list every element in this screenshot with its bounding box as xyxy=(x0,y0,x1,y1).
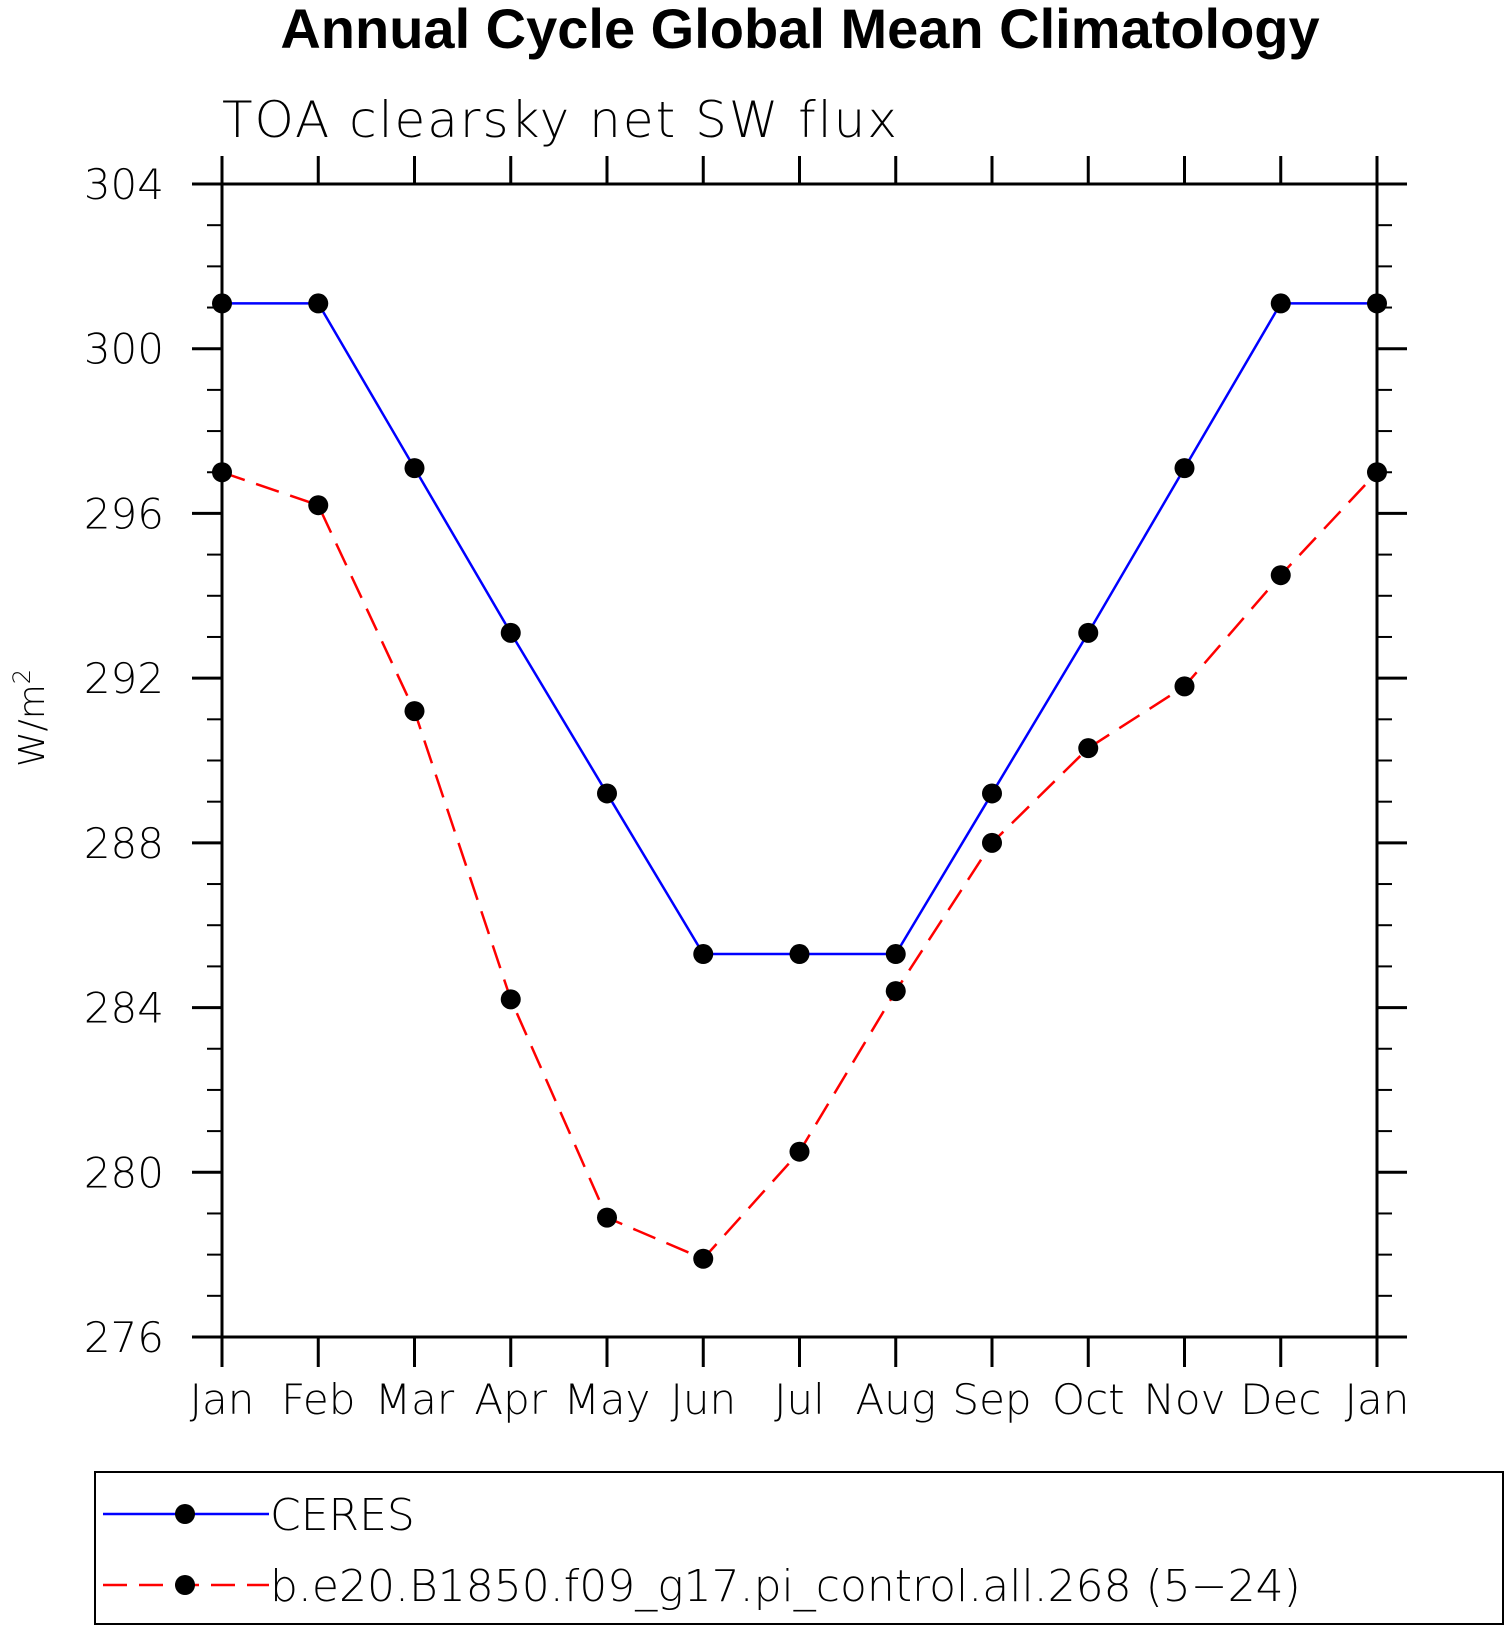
x-tick-label: Dec xyxy=(1240,1375,1321,1424)
series-0-point xyxy=(693,944,714,965)
x-tick-label: Sep xyxy=(952,1375,1031,1424)
y-axis-label: W/m2 xyxy=(8,669,53,767)
plot-frame xyxy=(220,182,1379,1339)
series-0-point xyxy=(500,622,521,643)
series-1-point xyxy=(500,989,521,1010)
x-tick-label: Jan xyxy=(1345,1375,1410,1424)
legend-box xyxy=(94,1471,1504,1625)
chart-title: Annual Cycle Global Mean Climatology xyxy=(280,0,1319,60)
series-0-point xyxy=(308,293,329,314)
chart-subtitle: TOA clearsky net SW flux xyxy=(222,91,899,149)
series-0-point xyxy=(597,783,617,804)
series-1-point xyxy=(1174,676,1195,697)
series-0-point xyxy=(1270,293,1291,314)
series-line-0 xyxy=(222,302,1377,956)
x-tick-label: Nov xyxy=(1144,1375,1226,1424)
legend: CERES b.e20.B1850.f09_g17.pi_control.all.… xyxy=(94,1471,1504,1625)
y-tick-label: 288 xyxy=(84,819,164,868)
x-tick-label: Oct xyxy=(1052,1375,1125,1424)
series-1-point xyxy=(789,1141,810,1162)
y-tick-label: 292 xyxy=(84,654,164,703)
series-0-point xyxy=(1367,293,1387,314)
series-1-point xyxy=(308,495,329,516)
series-0-point xyxy=(1174,458,1195,479)
legend-marker-0 xyxy=(175,1504,195,1524)
series-1-point xyxy=(404,701,425,722)
series-1-point xyxy=(982,832,1002,853)
y-tick-label: 300 xyxy=(84,325,164,374)
y-tick-label: 284 xyxy=(84,984,164,1033)
series-0-point xyxy=(789,944,810,965)
x-tick-label: May xyxy=(564,1375,651,1424)
series-1-point xyxy=(885,981,906,1002)
x-tick-label: Jun xyxy=(670,1375,736,1424)
legend-label-1: b.e20.B1850.f09_g17.pi_control.all.268 (… xyxy=(270,1561,1301,1612)
y-tick-label: 280 xyxy=(84,1148,164,1197)
series-layer xyxy=(212,293,1387,1269)
x-tick-label: Jul xyxy=(774,1375,825,1424)
axis-ticks xyxy=(192,156,1407,1367)
x-tick-label: Mar xyxy=(375,1375,455,1424)
x-tick-label: Jan xyxy=(190,1375,255,1424)
x-tick-label: Apr xyxy=(474,1375,547,1424)
tick-labels: Jan Feb Mar Apr May Jun Jul Aug Sep Oct Nov Dec Jan 2… xyxy=(84,160,1410,1424)
series-1-point xyxy=(1270,565,1291,586)
series-1-point xyxy=(597,1207,617,1228)
series-0-point xyxy=(982,783,1002,804)
y-tick-label: 296 xyxy=(84,489,164,538)
series-1-point xyxy=(1078,738,1099,759)
y-tick-label: 276 xyxy=(84,1313,164,1362)
y-tick-label: 304 xyxy=(84,160,164,209)
legend-label-0: CERES xyxy=(270,1490,415,1541)
x-tick-label: Aug xyxy=(855,1375,936,1424)
series-0-point xyxy=(212,293,232,314)
series-0-point xyxy=(1078,622,1099,643)
series-line-1 xyxy=(221,471,1378,1261)
series-0-point xyxy=(404,458,425,479)
series-1-point xyxy=(693,1248,714,1269)
legend-marker-1 xyxy=(175,1575,195,1595)
series-0-point xyxy=(885,944,906,965)
series-1-point xyxy=(212,462,232,483)
x-tick-label: Feb xyxy=(281,1375,355,1424)
series-1-point xyxy=(1367,462,1387,483)
